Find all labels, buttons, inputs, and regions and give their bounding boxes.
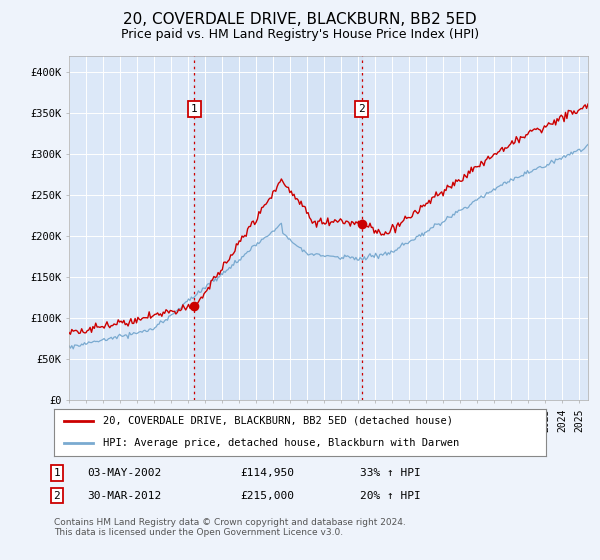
Text: HPI: Average price, detached house, Blackburn with Darwen: HPI: Average price, detached house, Blac… xyxy=(103,438,460,448)
Text: 1: 1 xyxy=(191,104,198,114)
Text: 30-MAR-2012: 30-MAR-2012 xyxy=(87,491,161,501)
Bar xyxy=(194,56,362,400)
Text: 20, COVERDALE DRIVE, BLACKBURN, BB2 5ED (detached house): 20, COVERDALE DRIVE, BLACKBURN, BB2 5ED … xyxy=(103,416,453,426)
Text: 1: 1 xyxy=(53,468,61,478)
Text: 2: 2 xyxy=(53,491,61,501)
Text: £114,950: £114,950 xyxy=(240,468,294,478)
Text: 33% ↑ HPI: 33% ↑ HPI xyxy=(360,468,421,478)
Text: 20, COVERDALE DRIVE, BLACKBURN, BB2 5ED: 20, COVERDALE DRIVE, BLACKBURN, BB2 5ED xyxy=(123,12,477,27)
Text: Price paid vs. HM Land Registry's House Price Index (HPI): Price paid vs. HM Land Registry's House … xyxy=(121,28,479,41)
Text: 03-MAY-2002: 03-MAY-2002 xyxy=(87,468,161,478)
Text: 20% ↑ HPI: 20% ↑ HPI xyxy=(360,491,421,501)
Text: £215,000: £215,000 xyxy=(240,491,294,501)
Text: 2: 2 xyxy=(358,104,365,114)
Text: Contains HM Land Registry data © Crown copyright and database right 2024.
This d: Contains HM Land Registry data © Crown c… xyxy=(54,518,406,538)
